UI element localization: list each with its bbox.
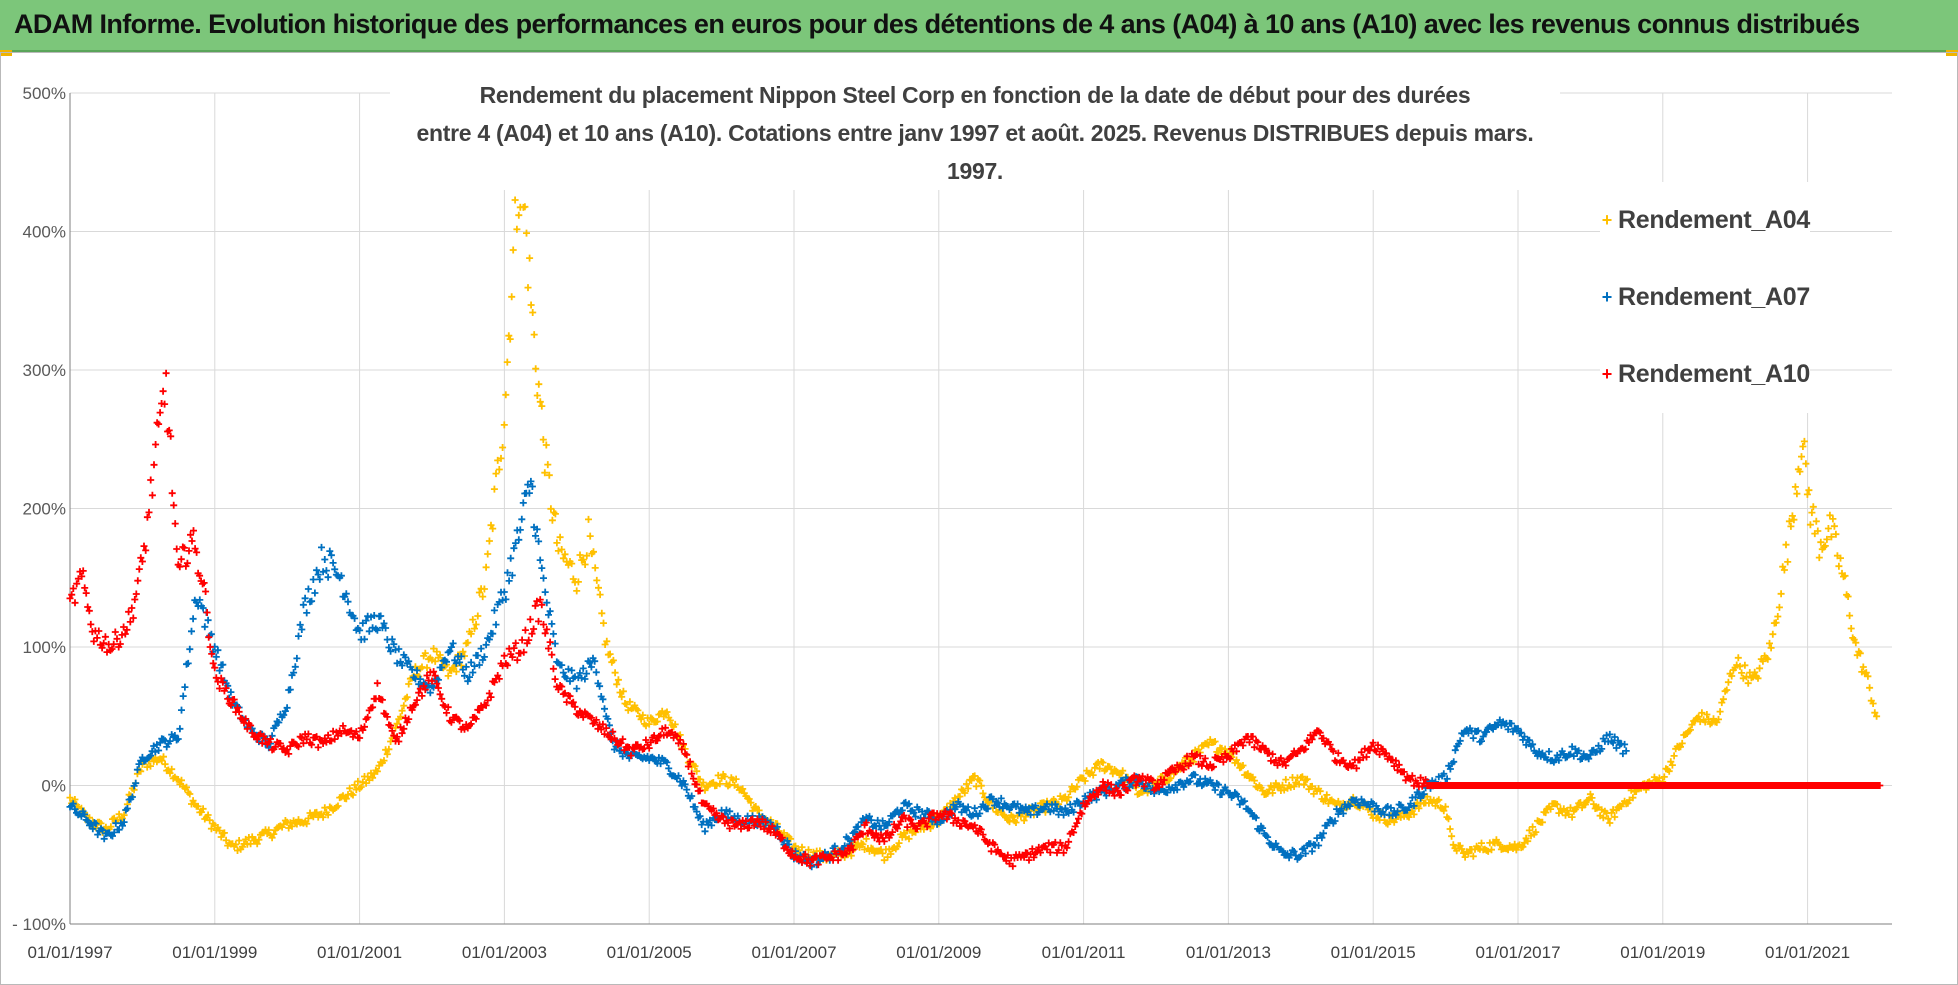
legend-label-a10: Rendement_A10 <box>1618 360 1810 388</box>
chart-title-line1: Rendement du placement Nippon Steel Corp… <box>479 82 1471 108</box>
series-rendement_a04 <box>66 170 1881 864</box>
legend-label-a04: Rendement_A04 <box>1618 206 1810 234</box>
data-marks <box>66 170 1884 871</box>
x-tick-label: 01/01/2015 <box>1331 943 1416 962</box>
legend-label-a07: Rendement_A07 <box>1618 283 1810 311</box>
x-tick-label: 01/01/2009 <box>896 943 981 962</box>
x-tick-label: 01/01/2011 <box>1042 943 1126 962</box>
chart-title-line2: entre 4 (A04) et 10 ans (A10). Cotations… <box>416 120 1534 184</box>
corner-mark-right <box>1946 50 1958 56</box>
legend-marker-a07: + <box>1601 287 1613 307</box>
chart-title: Rendement du placement Nippon Steel Corp… <box>390 76 1560 190</box>
series-rendement_a10 <box>66 369 1884 870</box>
legend-item-a04: + Rendement_A04 <box>1600 182 1811 259</box>
legend-marker-a10: + <box>1601 364 1613 384</box>
series-points-rendement_a10 <box>66 369 1884 870</box>
series-rendement_a07 <box>66 477 1630 871</box>
banner-title: ADAM Informe. Evolution historique des p… <box>14 9 1860 39</box>
y-tick-label: 500% <box>23 84 66 103</box>
y-tick-label: 400% <box>23 223 66 242</box>
y-tick-label: - 100% <box>12 915 66 934</box>
legend: + Rendement_A04 + Rendement_A07 + Rendem… <box>1600 182 1810 413</box>
x-tick-label: 01/01/2021 <box>1765 943 1850 962</box>
legend-marker-a04: + <box>1601 210 1613 230</box>
legend-item-a10: + Rendement_A10 <box>1600 336 1811 413</box>
x-tick-label: 01/01/2005 <box>607 943 692 962</box>
x-tick-label: 01/01/1999 <box>172 943 257 962</box>
y-tick-label: 300% <box>23 361 66 380</box>
y-tick-label: 100% <box>23 638 66 657</box>
x-tick-label: 01/01/2007 <box>751 943 836 962</box>
axes: - 100% 0% 100% 200% 300% 400% 500% 01/01/1997 01… <box>12 84 1892 962</box>
y-tick-label: 0% <box>41 777 66 796</box>
y-tick-label: 200% <box>23 500 66 519</box>
x-tick-label: 01/01/1997 <box>27 943 112 962</box>
series-points-rendement_a04 <box>66 170 1881 864</box>
series-points-rendement_a07 <box>66 477 1630 871</box>
x-tick-label: 01/01/2013 <box>1186 943 1271 962</box>
x-tick-label: 01/01/2019 <box>1620 943 1705 962</box>
x-tick-label: 01/01/2017 <box>1475 943 1560 962</box>
corner-mark-left <box>0 50 12 56</box>
x-tick-label: 01/01/2003 <box>462 943 547 962</box>
legend-item-a07: + Rendement_A07 <box>1600 259 1811 336</box>
x-tick-label: 01/01/2001 <box>317 943 402 962</box>
banner: ADAM Informe. Evolution historique des p… <box>0 0 1958 52</box>
